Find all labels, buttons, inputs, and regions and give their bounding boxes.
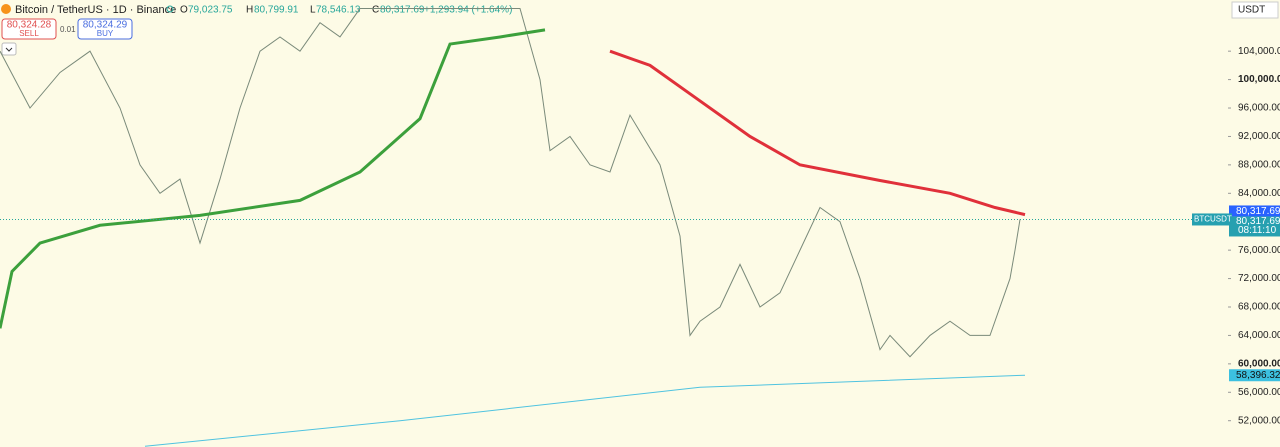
price-tag [1229,205,1280,217]
y-tick-label: 84,000.00 [1238,188,1280,199]
countdown: 08:11:10 [1238,225,1277,236]
ohlc-label: O [180,5,188,16]
y-tick-label: 68,000.00 [1238,302,1280,313]
change: +1,293.94 (+1.64%) [424,5,512,16]
ohlc-value: 79,023.75 [188,5,233,16]
ohlc-value: 78,546.13 [316,5,361,16]
status-dot [166,5,174,13]
buy-price: 80,324.29 [83,20,128,31]
buy-button[interactable] [77,18,133,40]
series-line [609,49,1026,217]
y-tick-label: 76,000.00 [1238,245,1280,256]
legend: Bitcoin / TetherUS · 1D · Binance O 79,0… [1,4,512,16]
chevron [5,47,13,52]
price-tag-label: 80,317.69 [1236,216,1280,227]
series-line [0,8,1021,358]
ohlc-label: L [310,5,316,16]
price-tag-label: 80,317.69 [1236,206,1280,217]
buy-label: BUY [97,29,114,38]
price-tag-label: 58,396.32 [1236,370,1280,381]
series-line [0,28,546,329]
y-tick-label: 92,000.00 [1238,131,1280,142]
ohlc-label: H [246,5,253,16]
series-line [144,374,1026,447]
y-tick-label: 64,000.00 [1238,330,1280,341]
ohlc-value: 80,799.91 [254,5,299,16]
y-tick-label: 104,000.00 [1238,46,1280,57]
currency: USDT [1238,5,1265,16]
y-tick-label: 60,000.00 [1238,358,1280,369]
sell-button[interactable] [1,18,57,40]
symbol-tag [1192,213,1232,226]
y-tick-label: 88,000.00 [1238,160,1280,171]
sell-label: SELL [19,29,39,38]
currency-select[interactable] [1231,1,1279,19]
trade-buttons: 80,324.28 SELL 0.01 80,324.29 BUY [1,18,133,56]
symbol-tag-label: BTCUSDT [1194,215,1232,224]
y-tick-label: 96,000.00 [1238,103,1280,114]
y-tick-label: 100,000.00 [1238,74,1280,85]
coin-icon [1,4,11,14]
spread: 0.01 [60,25,76,34]
y-tick-label: 72,000.00 [1238,273,1280,284]
collapse-button[interactable] [1,42,17,56]
y-tick-label: 52,000.00 [1238,415,1280,426]
price-tag [1229,216,1280,237]
y-tick-label: 56,000.00 [1238,387,1280,398]
price-tag [1229,369,1280,382]
ohlc-label: C [372,5,379,16]
sell-price: 80,324.28 [7,20,52,31]
symbol: Bitcoin / TetherUS · 1D · Binance [15,4,176,16]
ohlc-value: 80,317.69 [380,5,425,16]
